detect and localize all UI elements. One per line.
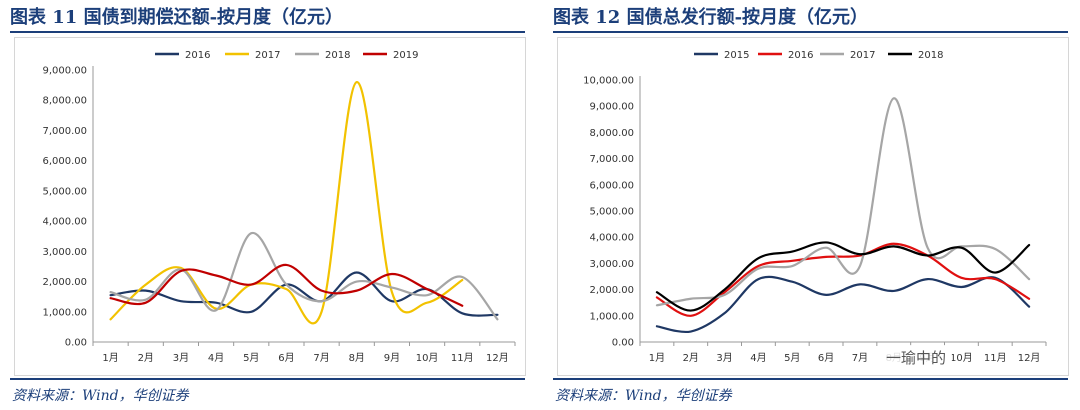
- title-rule: [10, 31, 525, 33]
- x-tick-label: 12月: [1018, 352, 1041, 364]
- x-tick-label: 11月: [984, 352, 1007, 364]
- chart-frame: 0.00 1,000.00 2,000.00 3,000.00 4,000.00 5,00…: [557, 37, 1069, 376]
- x-tick-label: 6月: [818, 352, 834, 364]
- x-tick-label: 1月: [649, 352, 665, 364]
- x-tick-label: 3月: [716, 352, 732, 364]
- x-tick-label: 4月: [208, 352, 224, 364]
- x-tick-label: 8月: [349, 352, 365, 364]
- title-rule: [553, 31, 1068, 33]
- series-line-2018: [109, 232, 499, 321]
- series-line-2018: [655, 241, 1031, 312]
- y-tick-label: 6,000.00: [42, 156, 87, 167]
- y-tick-label: 1,000.00: [589, 311, 634, 322]
- y-tick-label: 6,000.00: [589, 180, 634, 191]
- y-tick-label: 5,000.00: [42, 186, 87, 197]
- y-tick-label: 9,000.00: [589, 102, 634, 113]
- y-tick-label: 0.00: [65, 338, 87, 349]
- series-line-2015: [655, 275, 1031, 334]
- x-tick-label: 6月: [278, 352, 294, 364]
- y-tick-label: 8,000.00: [42, 96, 87, 107]
- legend-label-2017: 2017: [850, 50, 875, 61]
- x-tick-label: 10月: [950, 352, 973, 364]
- panel-title: 图表 11 国债到期偿还额-按月度（亿元）: [10, 7, 344, 28]
- y-tick-label: 9,000.00: [42, 66, 87, 77]
- series-line-2016: [655, 242, 1031, 317]
- panel-title: 图表 12 国债总发行额-按月度（亿元）: [553, 7, 869, 28]
- series-line-2017: [655, 97, 1031, 307]
- source-note: 资料来源：Wind，华创证券: [555, 388, 732, 404]
- legend-label-2018: 2018: [918, 50, 943, 61]
- x-tick-label: 11月: [451, 352, 474, 364]
- legend-label-2016: 2016: [185, 50, 210, 61]
- x-tick-label: 2月: [138, 352, 154, 364]
- y-tick-label: 7,000.00: [589, 154, 634, 165]
- x-tick-label: 7月: [852, 352, 868, 364]
- y-tick-label: 0.00: [612, 338, 634, 349]
- x-tick-label: 2月: [683, 352, 699, 364]
- source-rule: [10, 378, 525, 380]
- source-note: 资料来源：Wind，华创证券: [12, 388, 189, 404]
- y-tick-label: 10,000.00: [583, 76, 634, 87]
- chart-frame: 0.00 1,000.00 2,000.00 3,000.00 4,000.00 5,00…: [14, 37, 526, 376]
- y-tick-label: 7,000.00: [42, 126, 87, 137]
- series-line-2017: [109, 80, 464, 325]
- y-tick-label: 3,000.00: [589, 259, 634, 270]
- source-rule: [553, 378, 1068, 380]
- issuance-line-chart: 0.00 1,000.00 2,000.00 3,000.00 4,000.00 5,00…: [583, 50, 1047, 364]
- x-tick-label: 7月: [313, 352, 329, 364]
- series-line-2019: [109, 263, 464, 307]
- y-tick-label: 3,000.00: [42, 247, 87, 258]
- chart-panel-maturity: 图表 11 国债到期偿还额-按月度（亿元） 0.00 1,000.00 2,000.…: [10, 0, 535, 410]
- y-tick-label: 5,000.00: [589, 207, 634, 218]
- x-tick-label: 1月: [102, 352, 118, 364]
- x-tick-label: 9月: [384, 352, 400, 364]
- x-tick-label: 12月: [486, 352, 509, 364]
- y-tick-label: 8,000.00: [589, 128, 634, 139]
- legend-label-2016: 2016: [788, 50, 813, 61]
- x-tick-label: 3月: [173, 352, 189, 364]
- y-tick-label: 2,000.00: [42, 277, 87, 288]
- y-tick-label: 4,000.00: [589, 233, 634, 244]
- watermark: 一瑜中的: [880, 345, 953, 370]
- x-tick-label: 5月: [243, 352, 259, 364]
- legend-label-2015: 2015: [724, 50, 749, 61]
- legend-label-2019: 2019: [393, 50, 418, 61]
- legend-label-2017: 2017: [255, 50, 280, 61]
- y-tick-label: 1,000.00: [42, 307, 87, 318]
- y-tick-label: 2,000.00: [589, 285, 634, 296]
- legend-label-2018: 2018: [325, 50, 350, 61]
- x-tick-label: 10月: [416, 352, 439, 364]
- x-tick-label: 4月: [750, 352, 766, 364]
- maturity-line-chart: 0.00 1,000.00 2,000.00 3,000.00 4,000.00 5,00…: [42, 50, 516, 364]
- x-tick-label: 5月: [784, 352, 800, 364]
- y-tick-label: 4,000.00: [42, 217, 87, 228]
- chart-panel-issuance: 图表 12 国债总发行额-按月度（亿元） 0.00 1,000.00 2,000.0…: [553, 0, 1078, 410]
